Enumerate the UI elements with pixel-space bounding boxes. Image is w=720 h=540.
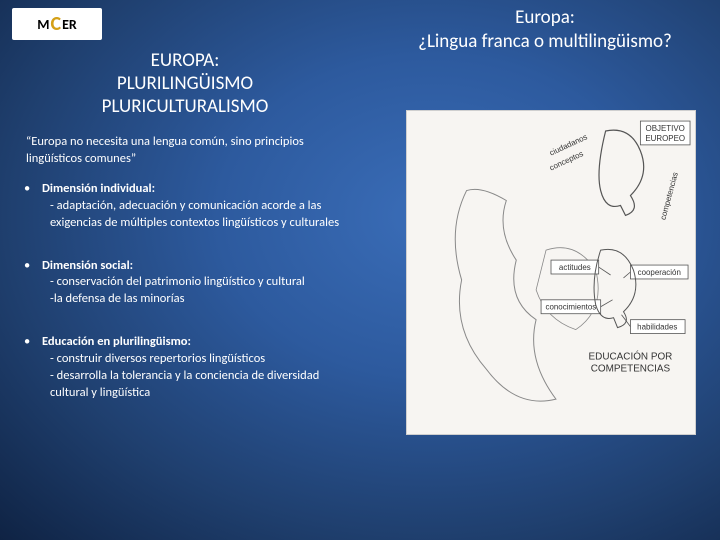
list-item: Dimensión social: - conservación del pat… xyxy=(20,258,350,309)
logo: M C ER xyxy=(12,8,102,40)
list-item: Educación en plurilingüismo: - construir… xyxy=(20,334,350,402)
right-title: Europa: ¿Lingua franca o multilingüismo? xyxy=(390,6,700,54)
head-icon-2 xyxy=(594,249,636,327)
heading-line1: EUROPA: xyxy=(20,50,350,73)
main-heading: EUROPA: PLURILINGÜISMO PLURICULTURALISMO xyxy=(20,50,350,118)
item-title: Dimensión social: xyxy=(42,258,133,273)
item-line: -la defensa de las minorías xyxy=(42,291,350,308)
objetivo-l1: OBJETIVO xyxy=(646,124,685,133)
head-icon xyxy=(599,130,644,215)
heading-line2: PLURILINGÜISMO xyxy=(20,73,350,96)
right-title-line2: ¿Lingua franca o multilingüismo? xyxy=(390,30,700,54)
label-habilidades: habilidades xyxy=(637,323,677,332)
quote-text: “Europa no necesita una lengua común, si… xyxy=(26,134,344,167)
label-educacion-l2: COMPETENCIAS xyxy=(591,363,671,374)
map-outline xyxy=(455,189,556,401)
item-line: - adaptación, adecuación y comunicación … xyxy=(42,198,350,232)
label-conocimientos: conocimientos xyxy=(545,303,596,312)
arrow xyxy=(599,267,611,275)
logo-mid: C xyxy=(50,12,61,36)
heading-line3: PLURICULTURALISMO xyxy=(20,96,350,119)
label-competencias: competencias xyxy=(658,171,679,221)
list-item: Dimensión individual: - adaptación, adec… xyxy=(20,181,350,232)
diagram-svg: OBJETIVO EUROPEO ciudadanos conceptos co… xyxy=(407,111,695,434)
diagram: OBJETIVO EUROPEO ciudadanos conceptos co… xyxy=(406,110,696,435)
item-line: - desarrolla la tolerancia y la concienc… xyxy=(42,368,350,402)
objetivo-l2: EUROPEO xyxy=(645,134,685,143)
logo-right: ER xyxy=(62,16,77,33)
item-line: - construir diversos repertorios lingüís… xyxy=(42,351,350,368)
item-line: - conservación del patrimonio lingüístic… xyxy=(42,274,350,291)
bullet-list: Dimensión individual: - adaptación, adec… xyxy=(20,181,350,402)
label-educacion-l1: EDUCACIÓN POR xyxy=(589,351,673,362)
item-title: Dimensión individual: xyxy=(42,181,155,196)
left-column: EUROPA: PLURILINGÜISMO PLURICULTURALISMO… xyxy=(20,50,350,428)
logo-left: M xyxy=(37,16,49,33)
right-title-line1: Europa: xyxy=(390,6,700,30)
label-actitudes: actitudes xyxy=(559,263,591,272)
item-title: Educación en plurilingüismo: xyxy=(42,334,191,349)
arrow xyxy=(601,300,613,307)
label-cooperacion: cooperación xyxy=(638,268,681,277)
arrow xyxy=(623,272,630,278)
